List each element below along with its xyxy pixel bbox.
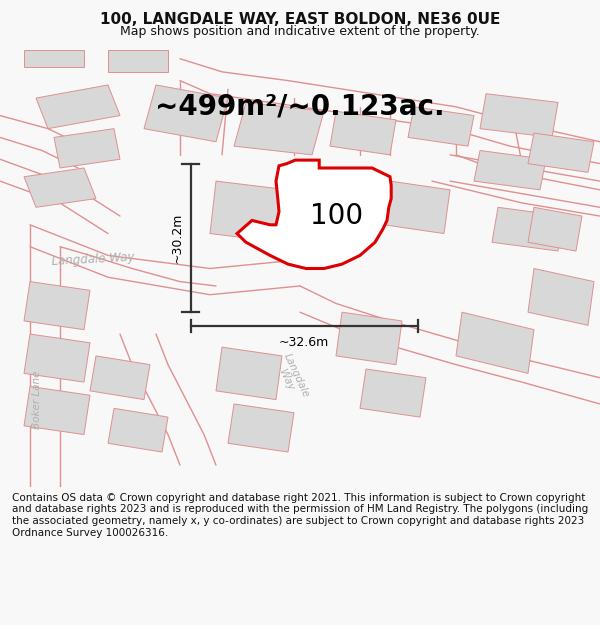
Polygon shape bbox=[336, 312, 402, 364]
Text: ~30.2m: ~30.2m bbox=[171, 213, 184, 263]
Polygon shape bbox=[36, 85, 120, 129]
Polygon shape bbox=[480, 94, 558, 138]
Polygon shape bbox=[90, 356, 150, 399]
Text: 100: 100 bbox=[310, 202, 363, 230]
Text: Map shows position and indicative extent of the property.: Map shows position and indicative extent… bbox=[120, 24, 480, 38]
Polygon shape bbox=[492, 208, 564, 251]
Polygon shape bbox=[54, 129, 120, 168]
Polygon shape bbox=[108, 50, 168, 72]
Polygon shape bbox=[528, 208, 582, 251]
Polygon shape bbox=[234, 102, 324, 155]
Text: Contains OS data © Crown copyright and database right 2021. This information is : Contains OS data © Crown copyright and d… bbox=[12, 492, 588, 538]
Polygon shape bbox=[528, 269, 594, 325]
Polygon shape bbox=[108, 408, 168, 452]
Polygon shape bbox=[24, 168, 96, 208]
Polygon shape bbox=[408, 107, 474, 146]
Polygon shape bbox=[456, 312, 534, 373]
Polygon shape bbox=[210, 181, 288, 243]
Polygon shape bbox=[474, 151, 546, 190]
Text: ~32.6m: ~32.6m bbox=[279, 336, 329, 349]
Text: ~499m²/~0.123ac.: ~499m²/~0.123ac. bbox=[155, 92, 445, 121]
Text: Langdale
Way: Langdale Way bbox=[271, 352, 311, 404]
Polygon shape bbox=[24, 334, 90, 382]
Polygon shape bbox=[24, 386, 90, 434]
Polygon shape bbox=[384, 181, 450, 234]
Polygon shape bbox=[360, 369, 426, 417]
Polygon shape bbox=[216, 347, 282, 399]
Polygon shape bbox=[330, 111, 396, 155]
Polygon shape bbox=[237, 160, 391, 269]
Text: 100, LANGDALE WAY, EAST BOLDON, NE36 0UE: 100, LANGDALE WAY, EAST BOLDON, NE36 0UE bbox=[100, 12, 500, 28]
Polygon shape bbox=[228, 404, 294, 452]
Text: Boker Lane: Boker Lane bbox=[32, 371, 42, 429]
Polygon shape bbox=[144, 85, 228, 142]
Polygon shape bbox=[528, 133, 594, 172]
Polygon shape bbox=[24, 50, 84, 68]
Text: Langdale Way: Langdale Way bbox=[51, 251, 135, 268]
Polygon shape bbox=[24, 282, 90, 329]
